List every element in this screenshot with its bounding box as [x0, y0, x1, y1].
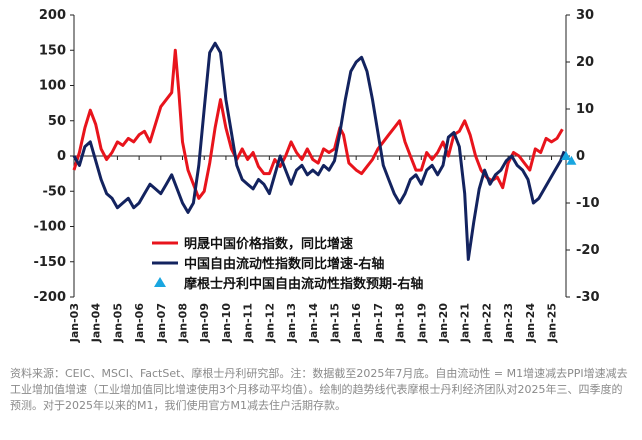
x-tick-label: Jan-22 [480, 303, 493, 343]
x-tick-label: Jan-10 [220, 303, 233, 344]
left-tick-label: 50 [48, 114, 66, 129]
left-tick-label: 200 [39, 8, 66, 23]
legend-swatch-forecast [154, 277, 166, 287]
right-tick-label: -30 [576, 290, 600, 305]
x-tick-label: Jan-21 [459, 303, 472, 343]
x-tick-label: Jan-04 [90, 303, 103, 344]
left-tick-label: 0 [57, 149, 66, 164]
x-tick-label: Jan-25 [546, 303, 559, 343]
x-tick-label: Jan-12 [263, 303, 276, 343]
legend: 明晟中国价格指数，同比增速中国自由流动性指数同比增速-右轴摩根士丹利中国自由流动… [152, 236, 423, 292]
right-axis: 30 20 10 0 -10 -20 -30 [565, 8, 600, 305]
x-tick-label: Jan-13 [285, 303, 298, 343]
left-tick-label: -200 [33, 290, 66, 305]
x-tick-label: Jan-23 [502, 303, 515, 343]
x-tick-label: Jan-18 [394, 303, 407, 343]
right-tick-label: 10 [576, 102, 594, 117]
left-axis: 200 150 100 50 0 -50 -100 -150 -200 [33, 8, 75, 305]
legend-label: 中国自由流动性指数同比增速-右轴 [184, 256, 384, 272]
x-tick-label: Jan-06 [133, 303, 146, 344]
right-tick-label: 30 [576, 8, 594, 23]
forecast-marker [561, 151, 571, 160]
legend-label: 明晟中国价格指数，同比增速 [184, 236, 353, 252]
x-tick-label: Jan-17 [372, 303, 385, 343]
x-tick-label: Jan-14 [307, 303, 320, 344]
x-tick-label: Jan-07 [155, 303, 168, 343]
x-tick-label: Jan-20 [437, 303, 450, 344]
left-tick-label: 150 [39, 43, 66, 58]
source-note: 资料来源：CEIC、MSCI、FactSet、摩根士丹利研究部。注：数据截至20… [10, 367, 628, 412]
x-tick-label: Jan-24 [524, 303, 537, 344]
x-tick-label: Jan-08 [177, 303, 190, 343]
legend-label: 摩根士丹利中国自由流动性指数预期-右轴 [184, 276, 423, 292]
left-tick-label: -150 [33, 255, 66, 270]
x-tick-label: Jan-03 [68, 303, 81, 343]
china-free-liquidity-line [72, 41, 566, 261]
x-tick-label: Jan-09 [198, 303, 211, 343]
x-tick-label: Jan-05 [111, 303, 124, 343]
forecast-marker [566, 155, 577, 165]
right-tick-label: 20 [576, 55, 594, 70]
series-layer [72, 41, 577, 261]
x-tick-label: Jan-16 [350, 303, 363, 344]
left-tick-label: -100 [33, 220, 66, 235]
right-tick-label: -20 [576, 243, 600, 258]
right-tick-label: 0 [576, 149, 585, 164]
x-tick-label: Jan-15 [328, 303, 341, 343]
msci-china-price-line [72, 48, 564, 200]
left-tick-label: -50 [43, 184, 67, 199]
left-tick-label: 100 [39, 79, 66, 94]
x-tick-label: Jan-11 [242, 303, 255, 343]
right-tick-label: -10 [576, 196, 600, 211]
x-tick-label: Jan-19 [415, 303, 428, 343]
